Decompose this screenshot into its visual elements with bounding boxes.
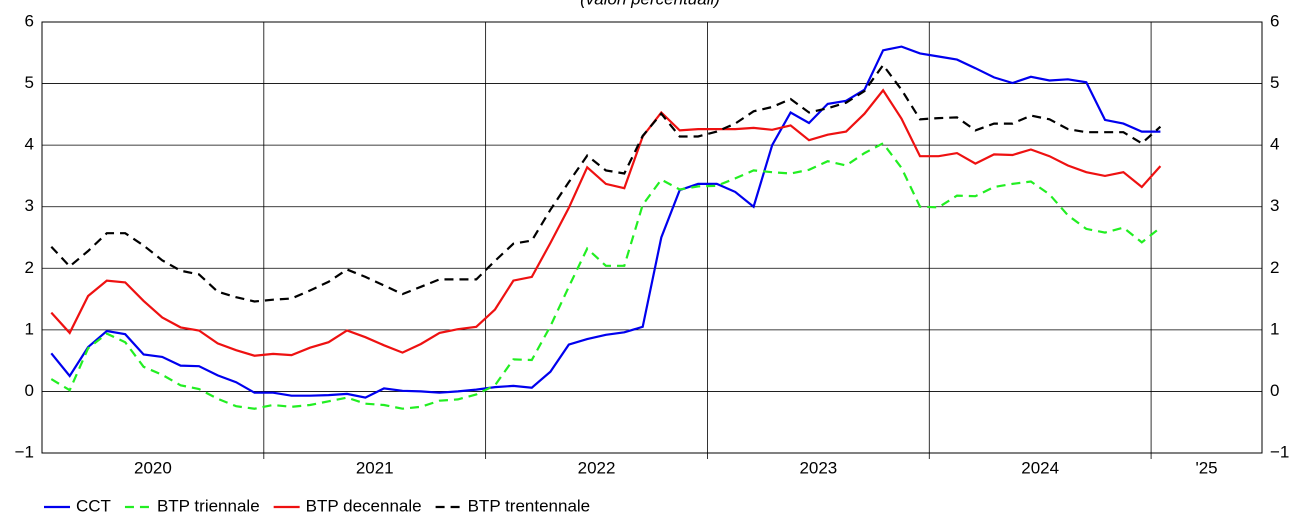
plot-frame <box>41 21 1263 454</box>
y2-tick-label: 1 <box>1270 319 1279 338</box>
y-tick-label: 6 <box>25 11 34 30</box>
line-series <box>50 45 1161 399</box>
y-tick-label: 3 <box>25 196 34 215</box>
x-tick-label: 2022 <box>578 458 616 477</box>
y-tick-label: 0 <box>25 381 34 400</box>
legend-label: BTP decennale <box>306 496 422 515</box>
y-tick-label: 4 <box>25 135 34 154</box>
y2-tick-label: 3 <box>1270 196 1279 215</box>
y2-tick-label: −1 <box>1270 442 1289 461</box>
y2-tick-label: 5 <box>1270 73 1279 92</box>
chart-subtitle: (valori percentuali) <box>580 0 720 8</box>
y-tick-label: 1 <box>25 319 34 338</box>
x-tick-label: '25 <box>1195 458 1217 477</box>
line-series <box>50 63 1162 303</box>
x-tick-label: 2021 <box>356 458 394 477</box>
y-tick-label: 2 <box>25 258 34 277</box>
x-tick-label: 2024 <box>1021 458 1059 477</box>
legend-label: BTP trentennale <box>468 496 591 515</box>
legend-label: CCT <box>76 496 111 515</box>
x-tick-label: 2020 <box>134 458 172 477</box>
line-series <box>50 141 1162 410</box>
y-tick-label: 5 <box>25 73 34 92</box>
y2-tick-label: 6 <box>1270 11 1279 30</box>
line-series <box>50 88 1162 357</box>
legend-label: BTP triennale <box>157 496 260 515</box>
y2-tick-label: 4 <box>1270 135 1279 154</box>
y-tick-label: −1 <box>15 442 34 461</box>
y2-tick-label: 2 <box>1270 258 1279 277</box>
y2-tick-label: 0 <box>1270 381 1279 400</box>
x-tick-label: 2023 <box>799 458 837 477</box>
